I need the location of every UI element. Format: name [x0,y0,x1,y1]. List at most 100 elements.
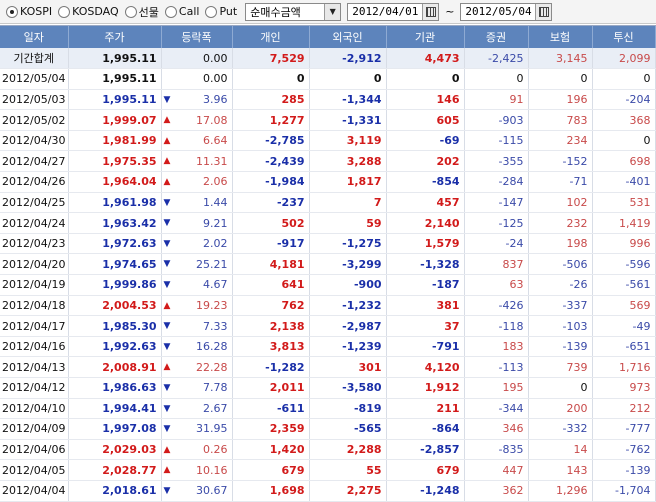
change-value: 2.67 [203,401,228,415]
market-radio-group: KOSPI KOSDAQ 선물 Call Put [6,4,243,20]
trust-cell: -1,704 [592,480,656,502]
column-header[interactable]: 주가 [68,26,162,48]
insurance-cell: 0 [528,377,593,399]
table-row[interactable]: 2012/04/13 2,008.91 ▲ 22.28 -1,282 301 4,120 -1… [0,356,656,378]
column-header[interactable]: 개인 [232,26,310,48]
trust-cell: -49 [592,315,656,337]
date-to-field[interactable]: 2012/05/04 [460,2,553,21]
chevron-down-icon[interactable]: ▼ [324,3,341,20]
change-value: 3.96 [203,92,228,106]
date-cell: 2012/04/09 [0,418,69,440]
table-row[interactable]: 2012/04/04 2,018.61 ▼ 30.67 1,698 2,275 -1,248… [0,480,656,502]
individual-cell: 2,138 [232,315,310,337]
column-header[interactable]: 외국인 [309,26,387,48]
date-cell: 2012/04/19 [0,274,69,296]
radio-label: KOSPI [20,5,53,18]
down-triangle-icon: ▼ [163,424,171,435]
view-select[interactable]: 순매수금액 ▼ [245,2,342,21]
market-radio-0[interactable]: KOSPI [6,5,52,18]
foreigner-cell: 7 [309,192,387,214]
market-radio-2[interactable]: 선물 [124,4,159,20]
insurance-cell: 198 [528,233,593,255]
change-value: 0.26 [203,443,228,457]
market-radio-3[interactable]: Call [164,5,200,18]
change-cell: ▼ 9.21 [161,212,233,234]
table-row[interactable]: 2012/04/18 2,004.53 ▲ 19.23 762 -1,232 381 -426… [0,295,656,317]
individual-cell: 3,813 [232,336,310,358]
institution-cell: -791 [386,336,465,358]
table-row[interactable]: 2012/04/20 1,974.65 ▼ 25.21 4,181 -3,299 -1,32… [0,253,656,276]
table-row[interactable]: 2012/04/09 1,997.08 ▼ 31.95 2,359 -565 -864 346… [0,418,656,440]
table-row[interactable]: 2012/04/05 2,028.77 ▲ 10.16 679 55 679 447 143 -1… [0,459,656,481]
down-triangle-icon: ▼ [163,341,171,352]
table-row[interactable]: 2012/04/27 1,975.35 ▲ 11.31 -2,439 3,288 202 -3… [0,150,656,173]
price-cell: 1,963.42 [68,212,162,234]
market-radio-1[interactable]: KOSDAQ [58,5,119,18]
trust-cell: -561 [592,274,656,296]
individual-cell: 1,277 [232,109,310,131]
price-cell: 1,974.65 [68,253,162,276]
securities-cell: 63 [464,274,529,296]
column-header[interactable]: 기관 [386,26,465,48]
radio-button-icon[interactable] [164,5,177,18]
table-row[interactable]: 2012/05/04 1,995.11 0.00 0 0 0 0 0 0 [0,68,656,90]
change-value: 1.44 [203,195,228,209]
individual-cell: 2,359 [232,418,310,440]
foreigner-cell: 2,288 [309,439,387,461]
table-row[interactable]: 2012/04/23 1,972.63 ▼ 2.02 -917 -1,275 1,579 -2… [0,233,656,255]
up-triangle-icon: ▲ [163,362,171,373]
securities-cell: -115 [464,130,529,152]
insurance-cell: -506 [528,253,593,276]
calendar-button-from[interactable] [422,3,439,20]
summary-row[interactable]: 기간합계 1,995.11 0.00 7,529 -2,912 4,473 -2,425 3,… [0,48,656,70]
market-radio-4[interactable]: Put [205,5,237,18]
down-triangle-icon: ▼ [163,280,171,291]
date-from-field[interactable]: 2012/04/01 [347,2,440,21]
column-header[interactable]: 보험 [528,26,593,48]
trust-cell: -139 [592,459,656,481]
calendar-button-to[interactable] [535,3,552,20]
table-row[interactable]: 2012/04/12 1,986.63 ▼ 7.78 2,011 -3,580 1,912 1… [0,377,656,399]
column-header[interactable]: 등락폭 [161,26,233,48]
date-cell: 2012/04/13 [0,356,69,378]
radio-button-icon[interactable] [58,5,71,18]
table-row[interactable]: 2012/05/03 1,995.11 ▼ 3.96 285 -1,344 146 91 196… [0,89,656,111]
column-header[interactable]: 투신 [592,26,656,48]
change-value: 2.06 [203,175,228,189]
table-row[interactable]: 2012/04/30 1,981.99 ▲ 6.64 -2,785 3,119 -69 -11… [0,130,656,152]
securities-cell: 195 [464,377,529,399]
date-cell: 2012/04/17 [0,315,69,337]
table-row[interactable]: 2012/04/19 1,999.86 ▼ 4.67 641 -900 -187 63 -26-… [0,274,656,296]
radio-button-icon[interactable] [124,5,137,18]
table-row[interactable]: 2012/04/06 2,029.03 ▲ 0.26 1,420 2,288 -2,857-… [0,439,656,461]
securities-cell: 0 [464,68,529,90]
institution-cell: 0 [386,68,465,90]
date-to-value[interactable]: 2012/05/04 [465,5,532,18]
table-row[interactable]: 2012/05/02 1,999.07 ▲ 17.08 1,277 -1,331 605 -9… [0,109,656,131]
change-cell: ▲ 11.31 [161,150,233,173]
foreigner-cell: -2,912 [309,48,387,70]
securities-cell: -344 [464,398,529,420]
down-triangle-icon: ▼ [163,197,171,208]
price-cell: 1,961.98 [68,192,162,214]
column-header[interactable]: 일자 [0,26,69,48]
foreigner-cell: -1,344 [309,89,387,111]
down-triangle-icon: ▼ [163,383,171,393]
date-cell: 2012/05/03 [0,89,69,111]
trust-cell: 212 [592,398,656,420]
down-triangle-icon: ▼ [163,403,171,414]
table-row[interactable]: 2012/04/10 1,994.41 ▼ 2.67 -611 -819 211 -344 20… [0,398,656,420]
table-row[interactable]: 2012/04/16 1,992.63 ▼ 16.28 3,813 -1,239 -791 1… [0,336,656,358]
table-row[interactable]: 2012/04/26 1,964.04 ▲ 2.06 -1,984 1,817 -854 -2… [0,171,656,193]
date-from-value[interactable]: 2012/04/01 [352,5,419,18]
table-row[interactable]: 2012/04/24 1,963.42 ▼ 9.21 502 59 2,140 -125 232… [0,212,656,234]
table-row[interactable]: 2012/04/25 1,961.98 ▼ 1.44 -237 7 457 -147 102 53… [0,192,656,214]
column-header[interactable]: 증권 [464,26,529,48]
down-triangle-icon: ▼ [163,321,171,332]
investor-trading-grid[interactable]: 일자 주가 등락폭 개인 외국인 기관 증권 보험 투신 기간합계 1,995.11 0.00 7,5… [0,25,656,502]
table-row[interactable]: 2012/04/17 1,985.30 ▼ 7.33 2,138 -2,987 37 -118… [0,315,656,337]
radio-button-icon[interactable] [6,5,18,18]
radio-label: Call [178,5,200,18]
radio-button-icon[interactable] [205,5,218,18]
securities-cell: -903 [464,109,529,131]
